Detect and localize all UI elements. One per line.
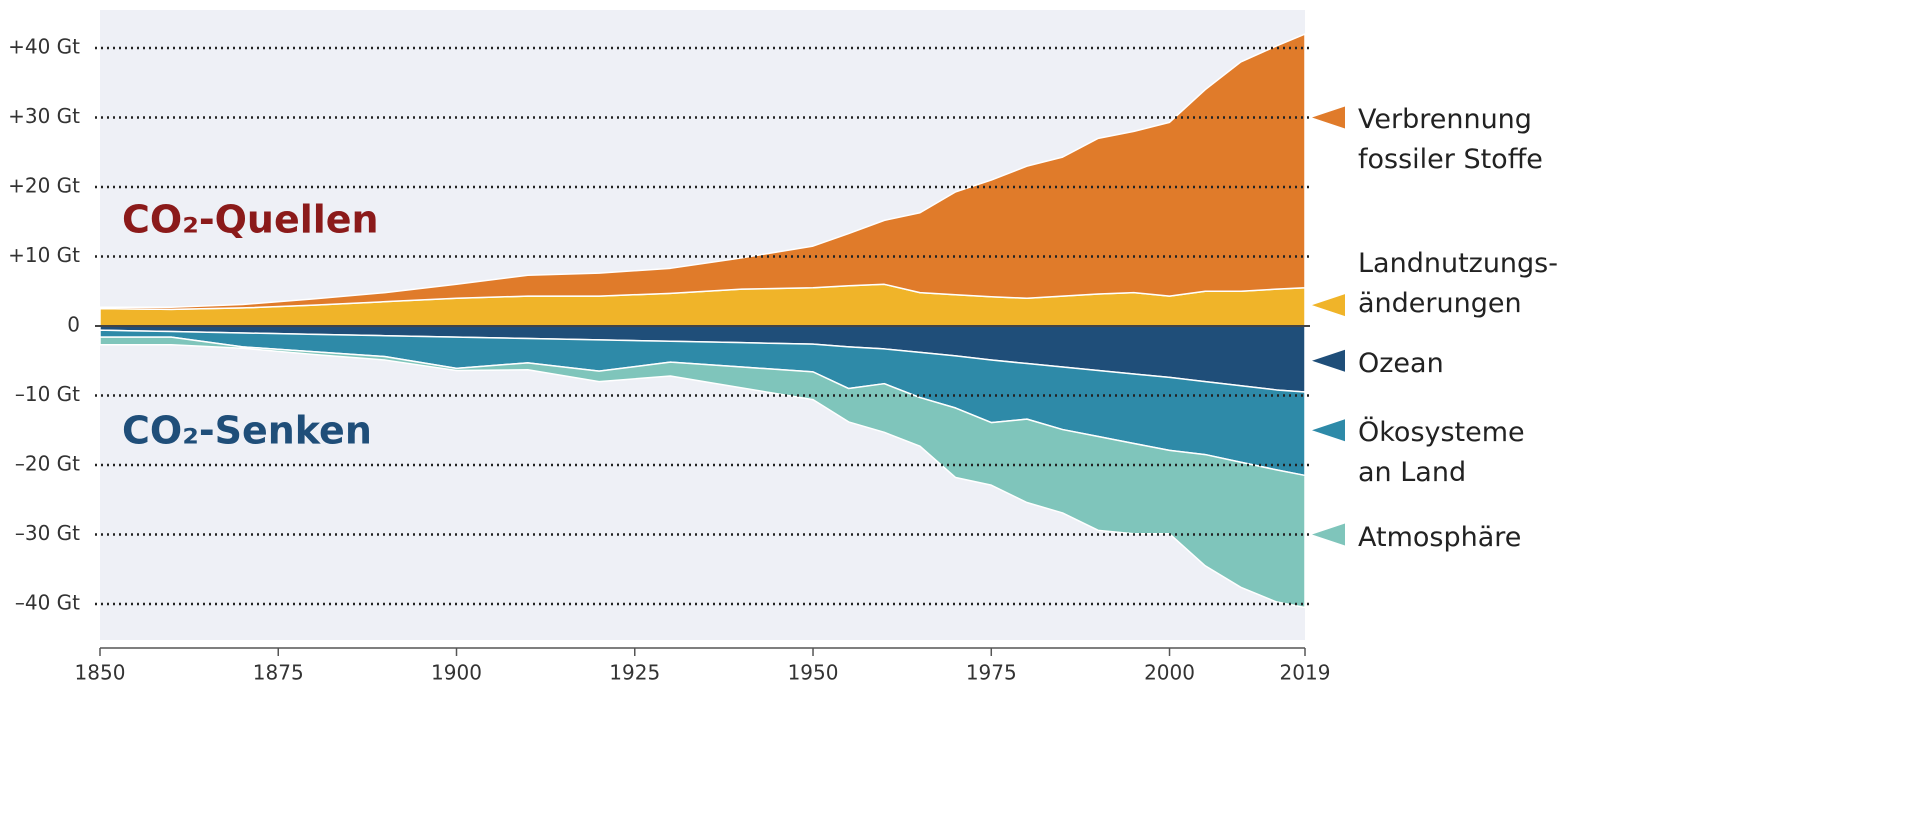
legend-marker	[1312, 294, 1345, 317]
legend-label: Atmosphäre	[1358, 522, 1522, 553]
legend-marker	[1312, 106, 1345, 129]
legend-label: Landnutzungs-änderungen	[1358, 248, 1558, 319]
y-tick-label: +30 Gt	[8, 104, 80, 128]
area	[99, 336, 1306, 609]
legend-marker	[1312, 419, 1345, 442]
y-tick-label: 0	[67, 313, 80, 337]
axes: +40 Gt +30 Gt +20 Gt +10 Gt 0 –10 Gt –20 Gt –30…	[8, 35, 1345, 685]
x-tick-label: 1950	[788, 661, 839, 685]
y-tick-label: –10 Gt	[15, 382, 80, 406]
y-tick-label: –40 Gt	[15, 591, 80, 615]
legend-marker	[1312, 523, 1345, 546]
area	[99, 33, 1306, 311]
x-tick-label: 2000	[1144, 661, 1195, 685]
x-tick-label: 1850	[75, 661, 126, 685]
x-tick-label: 2019	[1280, 661, 1331, 685]
x-tick-label: 1900	[431, 661, 482, 685]
legend-label: Ökosysteme an Land	[1358, 417, 1525, 488]
legend-marker	[1312, 349, 1345, 372]
legend-label: Verbrennung fossiler Stoffe	[1358, 104, 1543, 175]
legend-label: Ozean	[1358, 348, 1444, 379]
annotation: CO₂-Senken	[122, 409, 372, 453]
y-tick-label: –30 Gt	[15, 521, 80, 545]
y-tick-label: +10 Gt	[8, 243, 80, 267]
annotation: CO₂-Quellen	[122, 198, 379, 242]
x-tick-label: 1875	[253, 661, 304, 685]
areas	[99, 33, 1306, 609]
y-tick-label: +40 Gt	[8, 35, 80, 59]
x-tick-label: 1975	[966, 661, 1017, 685]
y-tick-label: +20 Gt	[8, 174, 80, 198]
y-tick-label: –20 Gt	[15, 452, 80, 476]
x-tick-label: 1925	[609, 661, 660, 685]
